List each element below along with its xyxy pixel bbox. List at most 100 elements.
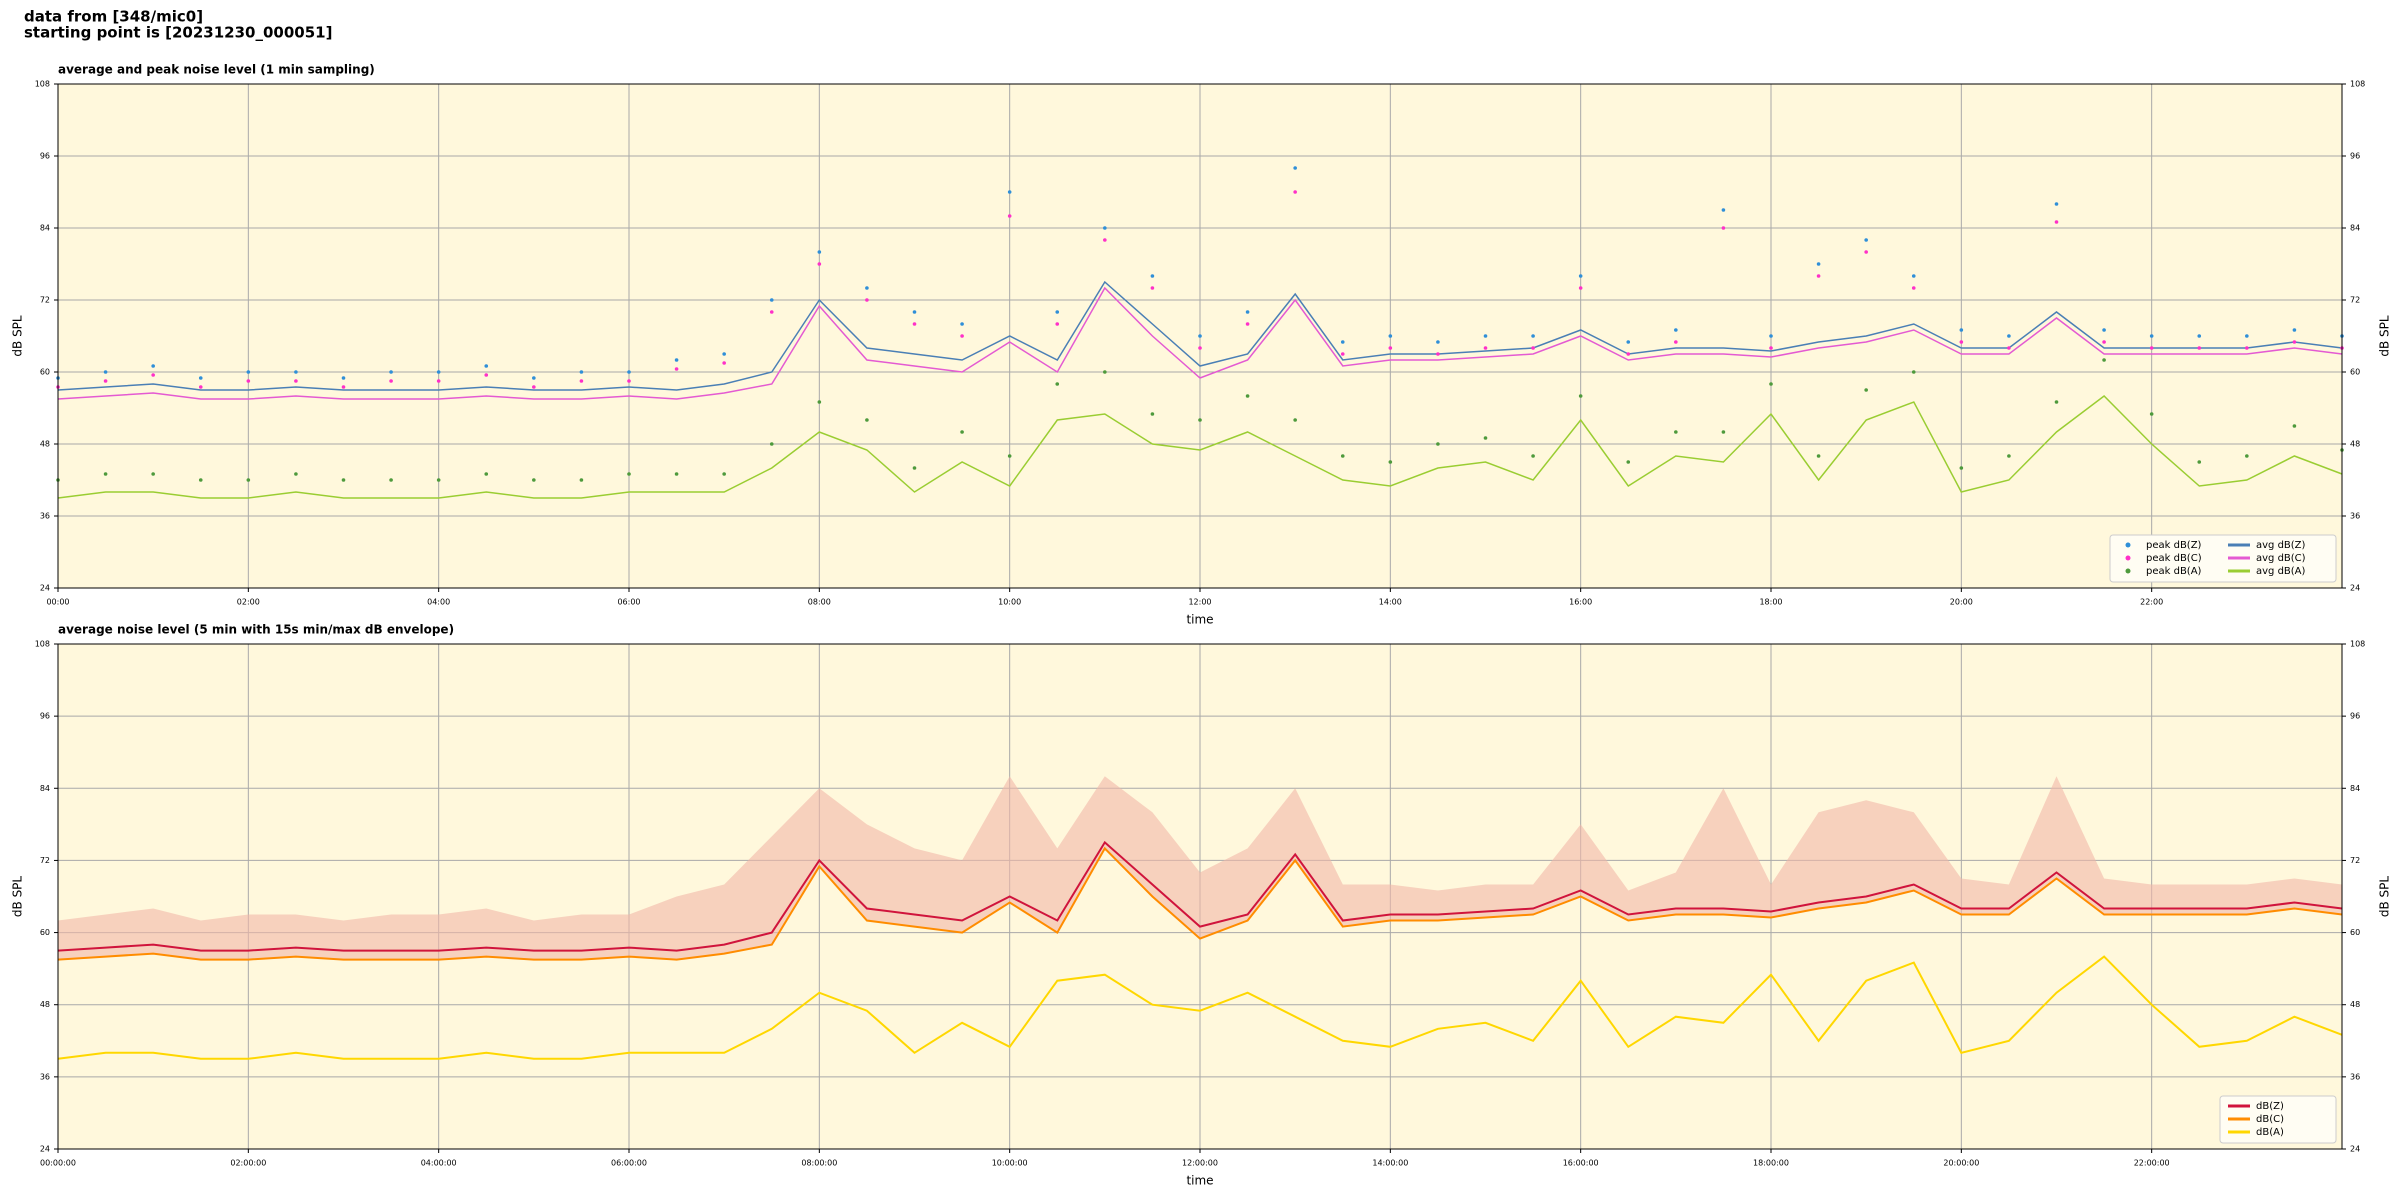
peak-point bbox=[198, 385, 203, 389]
y-axis-label: dB SPL bbox=[11, 876, 25, 918]
peak-point bbox=[246, 379, 251, 383]
x-tick-label: 20:00:00 bbox=[1943, 1159, 1979, 1168]
peak-point bbox=[960, 334, 964, 338]
peak-point bbox=[579, 478, 584, 482]
peak-point bbox=[2197, 334, 2202, 338]
peak-point bbox=[1150, 274, 1155, 278]
peak-point bbox=[1340, 340, 1345, 344]
peak-point bbox=[341, 376, 346, 380]
x-tick-label: 00:00:00 bbox=[40, 1159, 76, 1168]
peak-point bbox=[2102, 358, 2106, 362]
legend-marker bbox=[2125, 542, 2131, 548]
legend-marker bbox=[2125, 568, 2131, 574]
y-tick-label: 24 bbox=[40, 1145, 50, 1154]
y-tick-label: 60 bbox=[40, 368, 50, 377]
peak-point bbox=[1055, 322, 1060, 326]
peak-point bbox=[865, 298, 869, 302]
y-tick-label: 48 bbox=[2350, 1000, 2360, 1009]
x-tick-label: 16:00 bbox=[1569, 598, 1592, 607]
y-tick-label: 108 bbox=[2350, 640, 2365, 649]
peak-point bbox=[865, 418, 869, 422]
peak-point bbox=[1483, 436, 1488, 440]
peak-point bbox=[2292, 424, 2297, 428]
y-tick-label: 72 bbox=[2350, 296, 2360, 305]
peak-point bbox=[1198, 334, 1202, 338]
y-tick-label: 96 bbox=[2350, 712, 2360, 721]
x-tick-label: 14:00:00 bbox=[1372, 1159, 1408, 1168]
peak-point bbox=[532, 478, 536, 482]
y-tick-label: 60 bbox=[40, 928, 50, 937]
x-tick-label: 06:00:00 bbox=[611, 1159, 647, 1168]
peak-point bbox=[1007, 190, 1012, 194]
peak-point bbox=[1816, 262, 1821, 266]
peak-point bbox=[1911, 274, 1916, 278]
y-tick-label: 96 bbox=[2350, 152, 2360, 161]
peak-point bbox=[2102, 340, 2106, 344]
legend-label: dB(Z) bbox=[2256, 1101, 2284, 1112]
peak-point bbox=[103, 472, 108, 476]
x-axis-label: time bbox=[1186, 613, 1213, 627]
peak-point bbox=[151, 472, 155, 476]
peak-point bbox=[1340, 454, 1345, 458]
peak-point bbox=[1483, 334, 1488, 338]
envelope-area bbox=[58, 776, 2342, 960]
peak-point bbox=[1769, 346, 1773, 350]
y-tick-label: 48 bbox=[40, 1000, 50, 1009]
peak-point bbox=[2292, 328, 2297, 332]
peak-point bbox=[1674, 340, 1678, 344]
peak-point bbox=[1198, 346, 1202, 350]
peak-point bbox=[1816, 274, 1821, 278]
x-tick-label: 12:00 bbox=[1188, 598, 1211, 607]
legend-label: peak dB(Z) bbox=[2146, 540, 2202, 551]
peak-point bbox=[1959, 466, 1964, 470]
y-tick-label: 84 bbox=[40, 784, 50, 793]
x-tick-label: 02:00 bbox=[237, 598, 260, 607]
peak-point bbox=[436, 379, 441, 383]
x-axis-label: time bbox=[1186, 1174, 1213, 1188]
peak-point bbox=[151, 373, 155, 377]
peak-point bbox=[1721, 226, 1726, 230]
peak-point bbox=[722, 361, 726, 365]
peak-point bbox=[1864, 388, 1868, 392]
y-tick-label: 84 bbox=[2350, 784, 2360, 793]
peak-point bbox=[1055, 310, 1060, 314]
peak-point bbox=[294, 472, 298, 476]
peak-point bbox=[960, 430, 964, 434]
x-tick-label: 10:00 bbox=[998, 598, 1021, 607]
peak-point bbox=[198, 478, 203, 482]
peak-point bbox=[1626, 460, 1631, 464]
peak-point bbox=[1150, 286, 1155, 290]
peak-point bbox=[2054, 400, 2059, 404]
x-tick-label: 02:00:00 bbox=[230, 1159, 266, 1168]
series-line bbox=[57, 395, 2343, 499]
peak-point bbox=[1531, 454, 1535, 458]
x-tick-label: 10:00:00 bbox=[992, 1159, 1028, 1168]
peak-point bbox=[817, 400, 822, 404]
peak-point bbox=[1436, 352, 1440, 356]
peak-point bbox=[1674, 430, 1678, 434]
y-axis-label: dB SPL bbox=[2378, 876, 2392, 918]
peak-point bbox=[1911, 370, 1916, 374]
x-tick-label: 06:00 bbox=[617, 598, 640, 607]
y-tick-label: 48 bbox=[40, 440, 50, 449]
peak-point bbox=[1198, 418, 1202, 422]
y-tick-label: 72 bbox=[40, 856, 50, 865]
peak-point bbox=[1245, 310, 1250, 314]
x-tick-label: 16:00:00 bbox=[1563, 1159, 1599, 1168]
peak-point bbox=[1245, 322, 1250, 326]
peak-point bbox=[1578, 274, 1583, 278]
peak-point bbox=[389, 379, 393, 383]
peak-point bbox=[1388, 346, 1393, 350]
peak-point bbox=[960, 322, 964, 326]
peak-point bbox=[1340, 352, 1345, 356]
peak-point bbox=[341, 385, 346, 389]
legend-label: peak dB(A) bbox=[2146, 566, 2202, 577]
series-line bbox=[57, 846, 2343, 961]
peak-point bbox=[1531, 334, 1535, 338]
peak-point bbox=[1959, 328, 1964, 332]
peak-point bbox=[1103, 370, 1107, 374]
peak-point bbox=[1293, 418, 1297, 422]
peak-point bbox=[579, 370, 584, 374]
peak-point bbox=[627, 370, 631, 374]
